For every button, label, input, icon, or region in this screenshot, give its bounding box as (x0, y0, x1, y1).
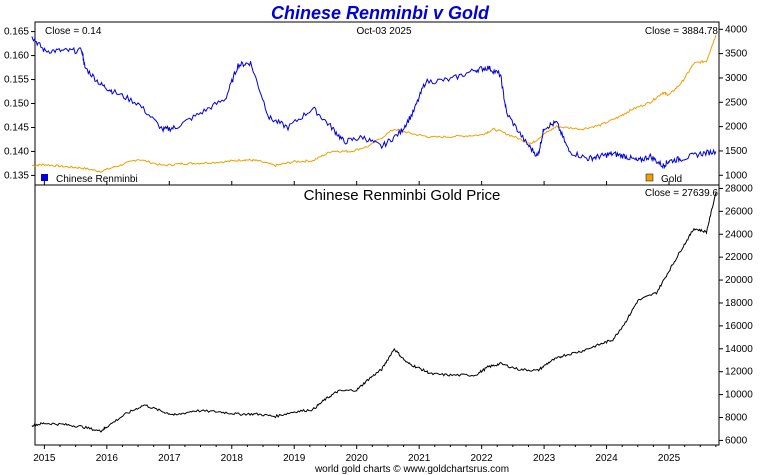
top-panel-frame (34, 21, 720, 186)
bottom-right-tick-label: 28000 (725, 183, 753, 194)
x-tick-label: 2025 (658, 453, 681, 464)
right-tick-label: 3000 (725, 73, 748, 84)
bottom-right-tick-label: 20000 (725, 275, 753, 286)
top-series-group (31, 34, 717, 173)
left-tick-label: 0.145 (4, 122, 29, 133)
x-tick-label: 2021 (408, 453, 431, 464)
bottom-series-group (31, 192, 717, 433)
legend-swatch-renminbi (41, 174, 48, 181)
left-tick-label: 0.155 (4, 75, 29, 86)
bottom-right-tick-label: 6000 (725, 435, 748, 446)
right-tick-label: 4000 (725, 24, 748, 35)
x-tick-label: 2019 (283, 453, 306, 464)
legend-label-gold: Gold (661, 174, 682, 185)
top-right-axis: 4000 3500 3000 2500 2000 1500 1000 (719, 24, 748, 181)
left-tick-label: 0.150 (4, 99, 29, 110)
legend-label-renminbi: Chinese Renminbi (56, 174, 138, 185)
bottom-close-label: Close = 27639.6 (645, 188, 719, 199)
right-close-label: Close = 3884.78 (645, 26, 719, 37)
right-tick-label: 3500 (725, 49, 748, 60)
left-tick-label: 0.165 (4, 27, 29, 38)
bottom-right-tick-label: 24000 (725, 229, 753, 240)
left-tick-label: 0.140 (4, 146, 29, 157)
bottom-right-tick-label: 22000 (725, 252, 753, 263)
x-tick-label: 2017 (158, 453, 181, 464)
left-tick-label: 0.160 (4, 51, 29, 62)
bottom-right-tick-label: 14000 (725, 344, 753, 355)
left-close-label: Close = 0.14 (45, 26, 102, 37)
bottom-chart-title: Chinese Renminbi Gold Price (304, 187, 501, 204)
x-tick-label: 2020 (346, 453, 369, 464)
x-tick-label: 2015 (33, 453, 56, 464)
gold-series-line (31, 34, 717, 173)
right-tick-label: 2000 (725, 122, 748, 133)
footer-credit: world gold charts © www.goldchartsrus.co… (314, 464, 509, 475)
x-tick-label: 2018 (221, 453, 244, 464)
x-tick-label: 2022 (471, 453, 494, 464)
bottom-right-tick-label: 10000 (725, 390, 753, 401)
top-left-axis: 0.165 0.160 0.155 0.150 0.145 0.140 0.135 (4, 27, 35, 181)
bottom-right-tick-label: 12000 (725, 367, 753, 378)
renminbi-series-line (31, 36, 717, 170)
right-tick-label: 1000 (725, 170, 748, 181)
bottom-right-axis: 28000 26000 24000 22000 20000 18000 16000 14000… (719, 183, 753, 446)
cny-gold-price-line (31, 192, 717, 433)
right-tick-label: 1500 (725, 146, 748, 157)
x-tick-label: 2024 (595, 453, 618, 464)
x-tick-label: 2023 (533, 453, 556, 464)
x-tick-label: 2016 (96, 453, 119, 464)
legend-swatch-gold (645, 173, 654, 182)
bottom-right-tick-label: 26000 (725, 206, 753, 217)
right-tick-label: 2500 (725, 97, 748, 108)
x-axis: 2015 2016 2017 2018 2019 2020 2021 2022 2023 2024… (33, 181, 717, 464)
left-tick-label: 0.135 (4, 170, 29, 181)
bottom-right-tick-label: 16000 (725, 321, 753, 332)
bottom-right-tick-label: 18000 (725, 298, 753, 309)
date-label: Oct-03 2025 (356, 26, 411, 37)
bottom-right-tick-label: 8000 (725, 413, 748, 424)
chart-title: Chinese Renminbi v Gold (271, 3, 490, 23)
bottom-panel-frame (34, 184, 720, 446)
